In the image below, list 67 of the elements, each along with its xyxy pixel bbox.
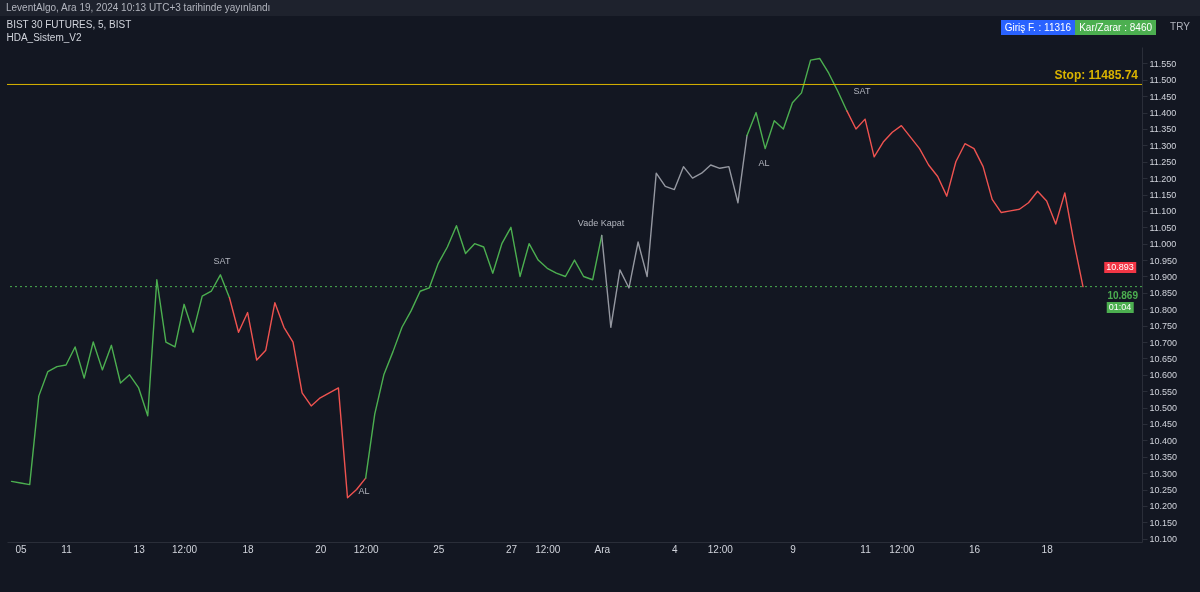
annotation: 10.893: [1104, 262, 1136, 273]
y-tick-label: 10.800: [1149, 304, 1178, 315]
x-tick-label: 12:00: [353, 543, 380, 555]
x-tick-label: 05: [15, 543, 28, 555]
x-tick-label: 12:00: [889, 543, 915, 555]
x-tick-label: 18: [242, 543, 255, 555]
line-series: [846, 110, 1084, 288]
x-tick-label: 13: [133, 543, 146, 555]
text: LeventAlgo, Ara 19, 2024 10:13 UTC+3 tarihinde yayınlandı: [0, 0, 1200, 16]
x-tick-label: 20: [315, 543, 327, 555]
y-tick-label: 10.350: [1149, 452, 1178, 463]
y-tick-label: 11.250: [1149, 157, 1177, 168]
chart-subtitle: HDA_Sistem_V2: [6, 32, 82, 43]
y-tick-label: 10.500: [1149, 403, 1178, 414]
x-tick-label: 27: [505, 543, 518, 555]
chart-title: BIST 30 FUTURES, 5, BIST: [6, 19, 132, 30]
y-tick-label: 10.200: [1149, 501, 1178, 512]
x-tick-label: 11: [860, 543, 872, 555]
text: TRY: [1170, 21, 1190, 32]
line-series: [228, 297, 367, 499]
y-tick-label: 10.100: [1149, 534, 1178, 545]
y-tick-label: 11.300: [1149, 140, 1177, 151]
x-tick-label: 12:00: [707, 543, 734, 555]
y-tick-label: 11.150: [1149, 190, 1177, 201]
y-tick-label: 10.150: [1149, 517, 1178, 528]
x-tick-label: 12:00: [535, 543, 561, 555]
y-tick-label: 11.000: [1149, 239, 1177, 250]
x-tick-label: 16: [968, 543, 981, 555]
y-tick-label: 11.100: [1149, 206, 1177, 217]
line-series: [746, 57, 848, 150]
ref-line-label: Stop: 11485.74: [1054, 68, 1139, 83]
y-tick-label: 10.700: [1149, 337, 1178, 348]
x-tick-label: Ara: [594, 543, 611, 555]
annotation: SAT: [213, 256, 231, 267]
y-tick-label: 10.950: [1149, 255, 1178, 266]
x-tick-label: 18: [1041, 543, 1054, 555]
y-tick-label: 11.400: [1149, 108, 1177, 119]
y-tick-label: 10.450: [1149, 419, 1178, 430]
x-tick-label: 12:00: [172, 543, 198, 555]
x-tick-label: 4: [672, 543, 679, 555]
y-tick-label: 11.550: [1149, 58, 1177, 69]
ref-line-label: 10.869: [1107, 289, 1139, 301]
annotation: Vade Kapat: [577, 218, 625, 229]
y-tick-label: 10.750: [1149, 321, 1178, 332]
x-tick-label: 11: [61, 543, 73, 555]
y-tick-label: 10.300: [1149, 468, 1178, 479]
annotation: AL: [758, 158, 770, 169]
x-tick-label: 25: [433, 543, 445, 555]
y-tick-label: 11.350: [1149, 124, 1177, 135]
y-tick-label: 10.850: [1149, 288, 1178, 299]
y-tick-label: 11.050: [1149, 222, 1177, 233]
y-tick-label: 10.550: [1149, 386, 1178, 397]
annotation: SAT: [853, 86, 871, 97]
y-tick-label: 10.900: [1149, 271, 1178, 282]
x-tick-label: 9: [790, 543, 797, 555]
line-series: [601, 134, 748, 328]
y-tick-label: 10.650: [1149, 353, 1178, 364]
text: Kar/Zarar : 8460: [1075, 20, 1156, 35]
y-tick-label: 10.600: [1149, 370, 1178, 381]
annotation: AL: [358, 486, 370, 497]
y-tick-label: 10.400: [1149, 435, 1178, 446]
y-tick-label: 11.500: [1149, 75, 1177, 86]
text: Giriş F. : 11316: [1000, 20, 1076, 35]
y-tick-label: 11.450: [1149, 91, 1177, 102]
annotation: 01:04: [1106, 302, 1134, 313]
y-tick-label: 10.250: [1149, 485, 1178, 496]
y-tick-label: 11.200: [1149, 173, 1177, 184]
